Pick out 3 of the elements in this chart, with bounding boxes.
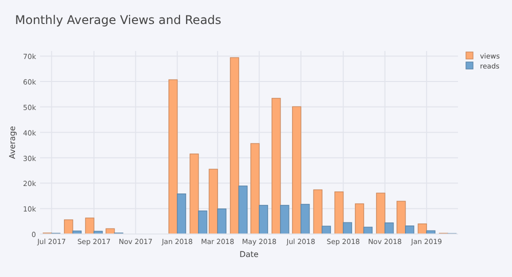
- chart-title: Monthly Average Views and Reads: [15, 13, 222, 27]
- y-axis-title: Average: [8, 126, 17, 159]
- x-axis-title: Date: [239, 250, 259, 259]
